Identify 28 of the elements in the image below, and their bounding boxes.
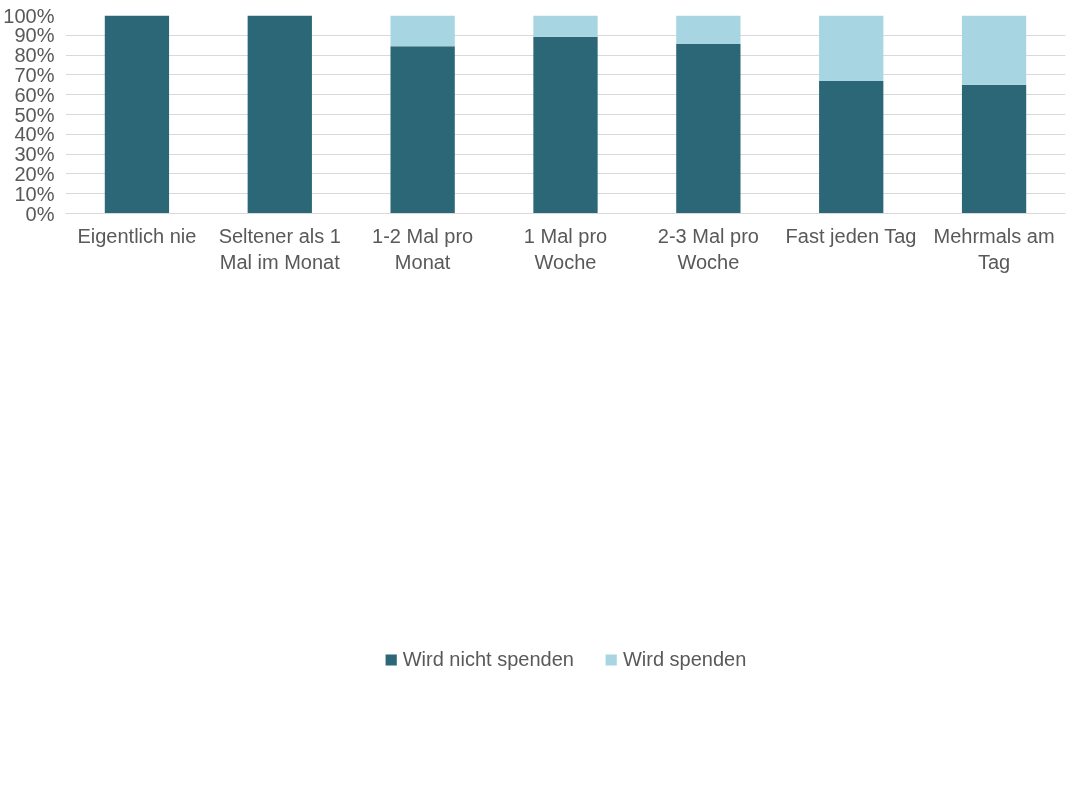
- x-tick-label: Seltener als 1 Mal im Monat: [218, 224, 341, 273]
- y-tick-label: 50%: [14, 103, 55, 126]
- bar: [961, 15, 1027, 85]
- bar: [819, 81, 884, 214]
- y-tick-label: 90%: [14, 24, 55, 47]
- bar: [104, 15, 170, 214]
- x-tick-label: Fast jeden Tag: [785, 224, 917, 247]
- bar: [676, 15, 741, 45]
- x-tick-label: 2-3 Mal pro Woche: [657, 224, 759, 273]
- bar: [533, 15, 598, 37]
- y-tick-label: 0%: [25, 202, 55, 225]
- x-tick-label: Mehrmals am Tag: [933, 224, 1055, 273]
- bar: [676, 44, 741, 214]
- bar: [247, 15, 312, 214]
- bar: [390, 15, 455, 47]
- bar: [533, 36, 598, 214]
- bar: [390, 46, 455, 214]
- legend-label: Wird spenden: [622, 647, 747, 671]
- x-tick-label: Eigentlich nie: [77, 224, 197, 247]
- bar: [819, 15, 884, 82]
- x-tick-label: 1 Mal pro Woche: [523, 224, 608, 273]
- legend-label: Wird nicht spenden: [402, 647, 574, 671]
- y-tick-label: 40%: [14, 123, 55, 146]
- y-tick-label: 10%: [14, 182, 55, 205]
- y-tick-label: 60%: [14, 83, 55, 106]
- x-tick-label: 1-2 Mal pro Monat: [372, 224, 474, 273]
- bar: [961, 84, 1027, 214]
- y-tick-label: 100%: [3, 4, 55, 27]
